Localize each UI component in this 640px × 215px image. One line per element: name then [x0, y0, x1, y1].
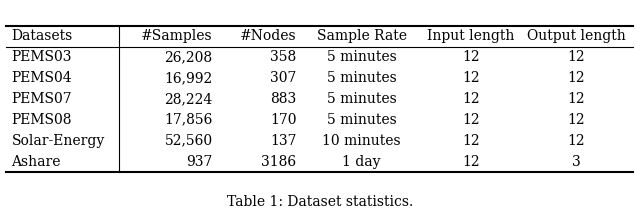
Text: 17,856: 17,856: [164, 113, 212, 127]
Text: #Samples: #Samples: [141, 29, 212, 43]
Text: Input length: Input length: [427, 29, 515, 43]
Text: 5 minutes: 5 minutes: [326, 50, 396, 64]
Text: 12: 12: [568, 134, 586, 148]
Text: 1 day: 1 day: [342, 155, 381, 169]
Text: 26,208: 26,208: [164, 50, 212, 64]
Text: 12: 12: [462, 50, 480, 64]
Text: PEMS03: PEMS03: [12, 50, 72, 64]
Text: 12: 12: [568, 113, 586, 127]
Text: 5 minutes: 5 minutes: [326, 71, 396, 85]
Text: 16,992: 16,992: [164, 71, 212, 85]
Text: 12: 12: [462, 71, 480, 85]
Text: 12: 12: [462, 155, 480, 169]
Text: 52,560: 52,560: [164, 134, 212, 148]
Text: PEMS07: PEMS07: [12, 92, 72, 106]
Text: 937: 937: [186, 155, 212, 169]
Text: Ashare: Ashare: [12, 155, 61, 169]
Text: 5 minutes: 5 minutes: [326, 92, 396, 106]
Text: 883: 883: [270, 92, 296, 106]
Text: Solar-Energy: Solar-Energy: [12, 134, 105, 148]
Text: 12: 12: [568, 92, 586, 106]
Text: 12: 12: [462, 134, 480, 148]
Text: 12: 12: [462, 113, 480, 127]
Text: 12: 12: [568, 50, 586, 64]
Text: 12: 12: [462, 92, 480, 106]
Text: 137: 137: [270, 134, 296, 148]
Text: 12: 12: [568, 71, 586, 85]
Text: 10 minutes: 10 minutes: [323, 134, 401, 148]
Text: 170: 170: [270, 113, 296, 127]
Text: 3: 3: [572, 155, 581, 169]
Text: PEMS04: PEMS04: [12, 71, 72, 85]
Text: 307: 307: [270, 71, 296, 85]
Text: Sample Rate: Sample Rate: [317, 29, 406, 43]
Text: Output length: Output length: [527, 29, 626, 43]
Text: 3186: 3186: [261, 155, 296, 169]
Text: Table 1: Dataset statistics.: Table 1: Dataset statistics.: [227, 195, 413, 209]
Text: #Nodes: #Nodes: [240, 29, 296, 43]
Text: 28,224: 28,224: [164, 92, 212, 106]
Text: PEMS08: PEMS08: [12, 113, 72, 127]
Text: 5 minutes: 5 minutes: [326, 113, 396, 127]
Text: Datasets: Datasets: [12, 29, 73, 43]
Text: 358: 358: [270, 50, 296, 64]
